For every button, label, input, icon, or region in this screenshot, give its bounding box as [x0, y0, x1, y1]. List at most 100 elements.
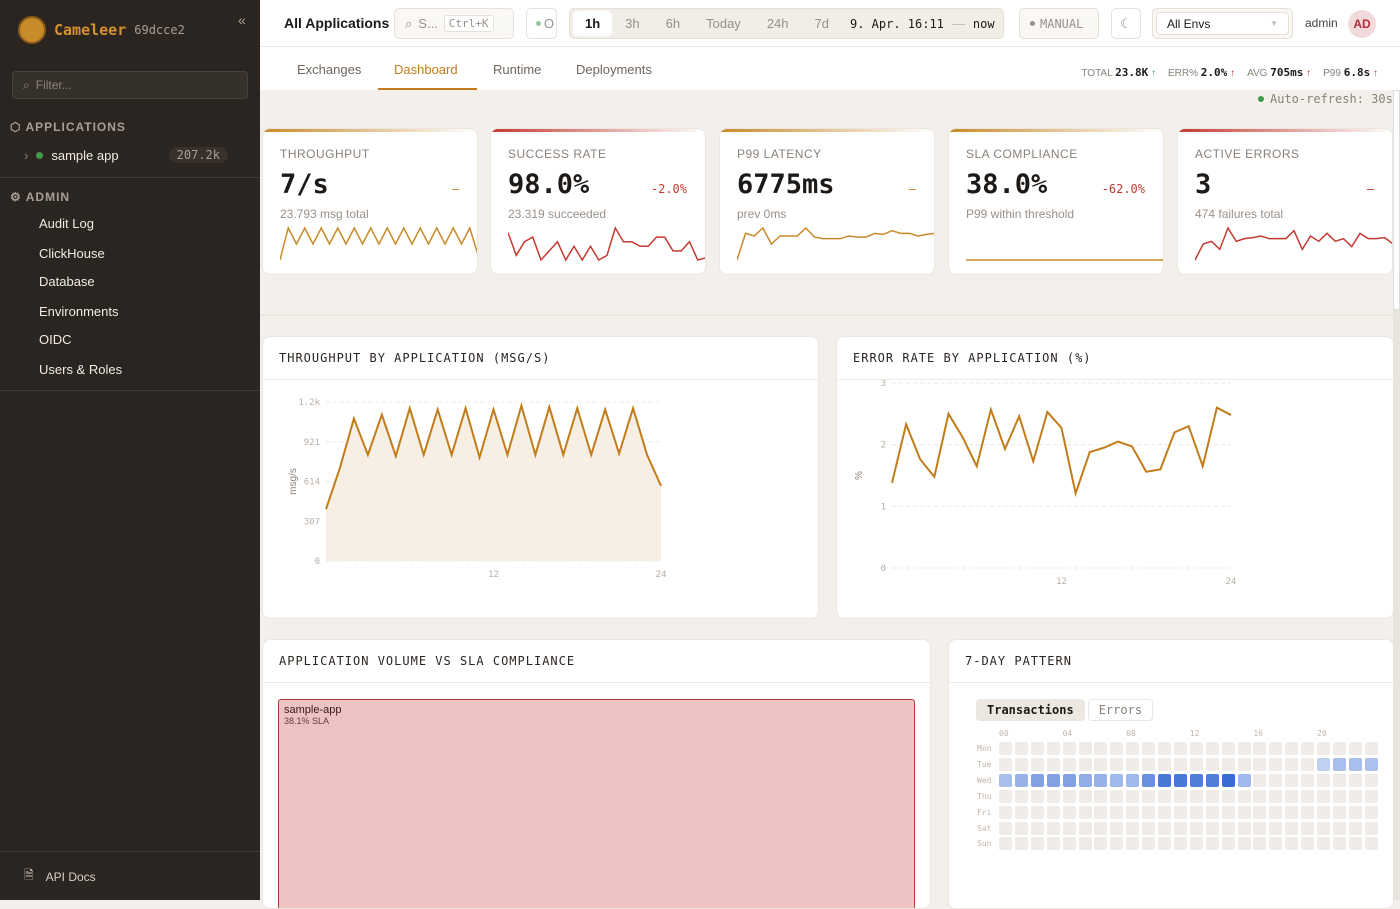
heatmap-cell[interactable]: [1079, 742, 1092, 755]
heatmap-cell[interactable]: [1190, 837, 1203, 850]
heatmap-cell[interactable]: [1142, 758, 1155, 771]
heatmap-cell[interactable]: [1285, 774, 1298, 787]
heatmap-cell[interactable]: [1317, 806, 1330, 819]
heatmap-cell[interactable]: [1222, 806, 1235, 819]
heatmap-cell[interactable]: [1047, 742, 1060, 755]
heatmap-cell[interactable]: [1063, 758, 1076, 771]
heatmap-cell[interactable]: [1253, 822, 1266, 835]
heatmap-cell[interactable]: [1317, 837, 1330, 850]
range-to[interactable]: now: [973, 17, 995, 31]
heatmap-cell[interactable]: [1365, 822, 1378, 835]
kpi-card[interactable]: ACTIVE ERRORS 3 – 474 failures total: [1177, 128, 1393, 275]
scrollbar[interactable]: [1393, 90, 1400, 900]
scrollbar-thumb[interactable]: [1393, 90, 1400, 310]
range-3h[interactable]: 3h: [612, 16, 652, 31]
brand[interactable]: Cameleer 69dcce2: [18, 16, 185, 44]
heatmap-cell[interactable]: [1301, 758, 1314, 771]
heatmap-cell[interactable]: [1190, 742, 1203, 755]
heatmap-cell[interactable]: [1238, 806, 1251, 819]
heatmap-cell[interactable]: [1238, 774, 1251, 787]
heatmap-cell[interactable]: [1110, 806, 1123, 819]
tab-runtime[interactable]: Runtime: [493, 62, 541, 77]
heatmap-cell[interactable]: [1206, 806, 1219, 819]
heatmap-cell[interactable]: [1222, 822, 1235, 835]
heatmap-cell[interactable]: [1126, 837, 1139, 850]
heatmap-cell[interactable]: [1094, 758, 1107, 771]
heatmap-cell[interactable]: [1015, 822, 1028, 835]
tab-exchanges[interactable]: Exchanges: [297, 62, 361, 77]
heatmap-cell[interactable]: [1285, 742, 1298, 755]
heatmap-cell[interactable]: [1365, 758, 1378, 771]
heatmap-cell[interactable]: [1333, 742, 1346, 755]
search-button[interactable]: ⌕S... Ctrl+K: [394, 8, 514, 39]
heatmap-cell[interactable]: [1190, 758, 1203, 771]
heatmap-cell[interactable]: [1174, 790, 1187, 803]
heatmap-cell[interactable]: [1253, 790, 1266, 803]
env-select[interactable]: All Envs ▼: [1152, 8, 1293, 39]
heatmap-cell[interactable]: [1333, 822, 1346, 835]
heatmap-cell[interactable]: [1110, 822, 1123, 835]
heatmap-cell[interactable]: [999, 758, 1012, 771]
heatmap-cell[interactable]: [1190, 790, 1203, 803]
heatmap-cell[interactable]: [1317, 742, 1330, 755]
heatmap-cell[interactable]: [1158, 758, 1171, 771]
heatmap-cell[interactable]: [1333, 806, 1346, 819]
range-from[interactable]: 9. Apr. 16:11: [842, 17, 944, 31]
heatmap-cell[interactable]: [1015, 774, 1028, 787]
heatmap-cell[interactable]: [1269, 790, 1282, 803]
heatmap-cell[interactable]: [1031, 822, 1044, 835]
heatmap-cell[interactable]: [1142, 806, 1155, 819]
sidebar-item-database[interactable]: Database: [39, 274, 95, 289]
heatmap-cell[interactable]: [1333, 837, 1346, 850]
heatmap-cell[interactable]: [1301, 822, 1314, 835]
toggle-errors[interactable]: Errors: [1088, 699, 1153, 721]
heatmap-cell[interactable]: [1349, 837, 1362, 850]
heatmap-cell[interactable]: [1365, 837, 1378, 850]
heatmap-cell[interactable]: [1301, 837, 1314, 850]
heatmap-cell[interactable]: [1110, 774, 1123, 787]
heatmap-cell[interactable]: [1142, 837, 1155, 850]
toggle-transactions[interactable]: Transactions: [976, 699, 1085, 721]
heatmap-cell[interactable]: [1079, 822, 1092, 835]
sidebar-item-environments[interactable]: Environments: [39, 304, 118, 319]
heatmap-cell[interactable]: [1031, 790, 1044, 803]
heatmap-cell[interactable]: [1349, 758, 1362, 771]
heatmap-cell[interactable]: [1110, 837, 1123, 850]
range-24h[interactable]: 24h: [754, 16, 802, 31]
heatmap-cell[interactable]: [1031, 806, 1044, 819]
heatmap-cell[interactable]: [1063, 774, 1076, 787]
kpi-card[interactable]: SLA COMPLIANCE 38.0% -62.0% P99 within t…: [948, 128, 1164, 275]
heatmap-cell[interactable]: [1253, 742, 1266, 755]
heatmap-cell[interactable]: [1158, 774, 1171, 787]
heatmap-cell[interactable]: [1222, 790, 1235, 803]
admin-section-header[interactable]: ⚙ADMIN: [10, 190, 70, 204]
heatmap-cell[interactable]: [1047, 774, 1060, 787]
heatmap-cell[interactable]: [1094, 774, 1107, 787]
heatmap-cell[interactable]: [1301, 742, 1314, 755]
heatmap-cell[interactable]: [1365, 806, 1378, 819]
heatmap-cell[interactable]: [1126, 806, 1139, 819]
heatmap-cell[interactable]: [1158, 837, 1171, 850]
heatmap-cell[interactable]: [1317, 790, 1330, 803]
heatmap-cell[interactable]: [1047, 806, 1060, 819]
heatmap-cell[interactable]: [1349, 806, 1362, 819]
heatmap-cell[interactable]: [1285, 837, 1298, 850]
heatmap-cell[interactable]: [1174, 742, 1187, 755]
collapse-sidebar-icon[interactable]: «: [238, 12, 246, 28]
heatmap-cell[interactable]: [1222, 837, 1235, 850]
heatmap-cell[interactable]: [1206, 790, 1219, 803]
heatmap-cell[interactable]: [1142, 822, 1155, 835]
heatmap-cell[interactable]: [1031, 758, 1044, 771]
api-docs-link[interactable]: 🗎API Docs: [24, 866, 96, 887]
heatmap-cell[interactable]: [1222, 774, 1235, 787]
heatmap-cell[interactable]: [1031, 837, 1044, 850]
heatmap-cell[interactable]: [1285, 790, 1298, 803]
heatmap-cell[interactable]: [1158, 742, 1171, 755]
heatmap-cell[interactable]: [1333, 790, 1346, 803]
heatmap-cell[interactable]: [1079, 758, 1092, 771]
sidebar-filter-input[interactable]: ⌕ Filter...: [12, 71, 248, 99]
heatmap-cell[interactable]: [1238, 790, 1251, 803]
range-6h[interactable]: 6h: [653, 16, 693, 31]
heatmap-cell[interactable]: [1285, 822, 1298, 835]
heatmap-cell[interactable]: [1015, 837, 1028, 850]
